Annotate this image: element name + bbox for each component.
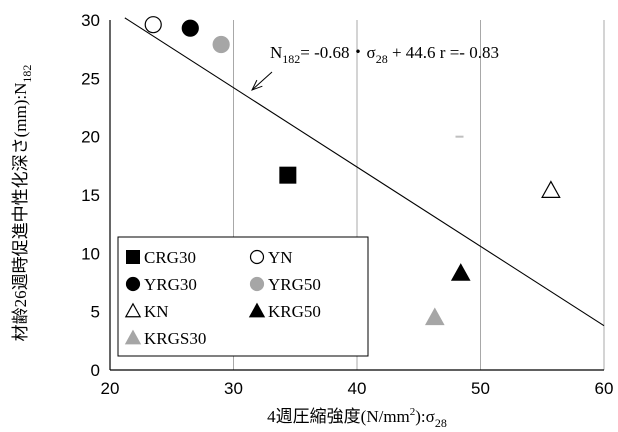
regression (124, 17, 605, 327)
y-axis-title-sub: 182 (20, 65, 34, 83)
legend-label-yrg30: YRG30 (144, 275, 197, 294)
y-axis-title-main: 材齢26週時促進中性化深さ(mm):N (11, 83, 30, 342)
legend-marker-yn (249, 249, 265, 265)
regression-equation: N182= -0.68・σ28 + 44.6 r =- 0.83 (270, 43, 499, 66)
x-tick-label-30: 30 (224, 379, 243, 398)
point-yrg50-0 (212, 35, 230, 54)
legend-box (117, 236, 369, 357)
x-axis-title-main: 4週圧縮強度(N/mm (267, 407, 410, 426)
legend: CRG30 YN YRG30 YRG50 KN KRG50 KRGS30 (117, 236, 369, 357)
y-tick-label-20: 20 (81, 128, 100, 147)
legend-label-kn: KN (144, 302, 169, 321)
data-points (144, 16, 561, 326)
legend-marker-crg30 (126, 250, 140, 264)
regression-arrow-head (251, 79, 263, 91)
x-tick-label-40: 40 (348, 379, 367, 398)
y-tick-label-5: 5 (91, 303, 100, 322)
point-krgs30-0 (424, 307, 445, 326)
legend-marker-yrg50 (249, 276, 265, 292)
x-axis-title-close: ):σ (415, 407, 435, 426)
eq-n-sub: 182 (282, 52, 300, 66)
legend-label-yn: YN (268, 248, 293, 267)
legend-label-krgs30: KRGS30 (144, 329, 206, 348)
x-tick-label-50: 50 (471, 379, 490, 398)
tick-labels: 20 30 40 50 60 0 5 10 15 20 25 30 (81, 11, 613, 398)
regression-line (124, 17, 605, 327)
eq-n: N (270, 43, 282, 62)
point-crg30-0 (279, 166, 297, 184)
y-tick-label-15: 15 (81, 186, 100, 205)
legend-label-crg30: CRG30 (144, 248, 196, 267)
legend-marker-krgs30 (124, 329, 142, 345)
x-axis-title-sup: 2 (410, 406, 416, 418)
legend-label-yrg50: YRG50 (268, 275, 321, 294)
x-axis-title: 4週圧縮強度(N/mm2):σ28 (267, 406, 447, 430)
legend-marker-yrg30 (125, 276, 141, 292)
y-tick-label-0: 0 (91, 361, 100, 380)
regression-arrow-shaft (251, 71, 273, 91)
y-axis-title: 材齢26週時促進中性化深さ(mm):N182 (11, 65, 34, 342)
y-tick-label-25: 25 (81, 69, 100, 88)
legend-label-krg50: KRG50 (268, 302, 321, 321)
x-tick-label-20: 20 (101, 379, 120, 398)
point-yrg30-0 (181, 19, 199, 37)
eq-tail: + 44.6 r =- 0.83 (388, 43, 499, 62)
x-tick-label-60: 60 (595, 379, 614, 398)
point-kn-0 (541, 180, 561, 198)
legend-marker-kn (124, 302, 142, 318)
legend-marker-krg50 (248, 302, 266, 318)
x-axis-title-sub: 28 (435, 416, 447, 430)
eq-s-sub: 28 (376, 52, 388, 66)
eq-mid: = -0.68・σ (300, 43, 375, 62)
y-tick-label-10: 10 (81, 244, 100, 263)
point-krg50-0 (450, 263, 471, 281)
y-tick-label-30: 30 (81, 11, 100, 30)
point-yn-0 (144, 16, 162, 34)
